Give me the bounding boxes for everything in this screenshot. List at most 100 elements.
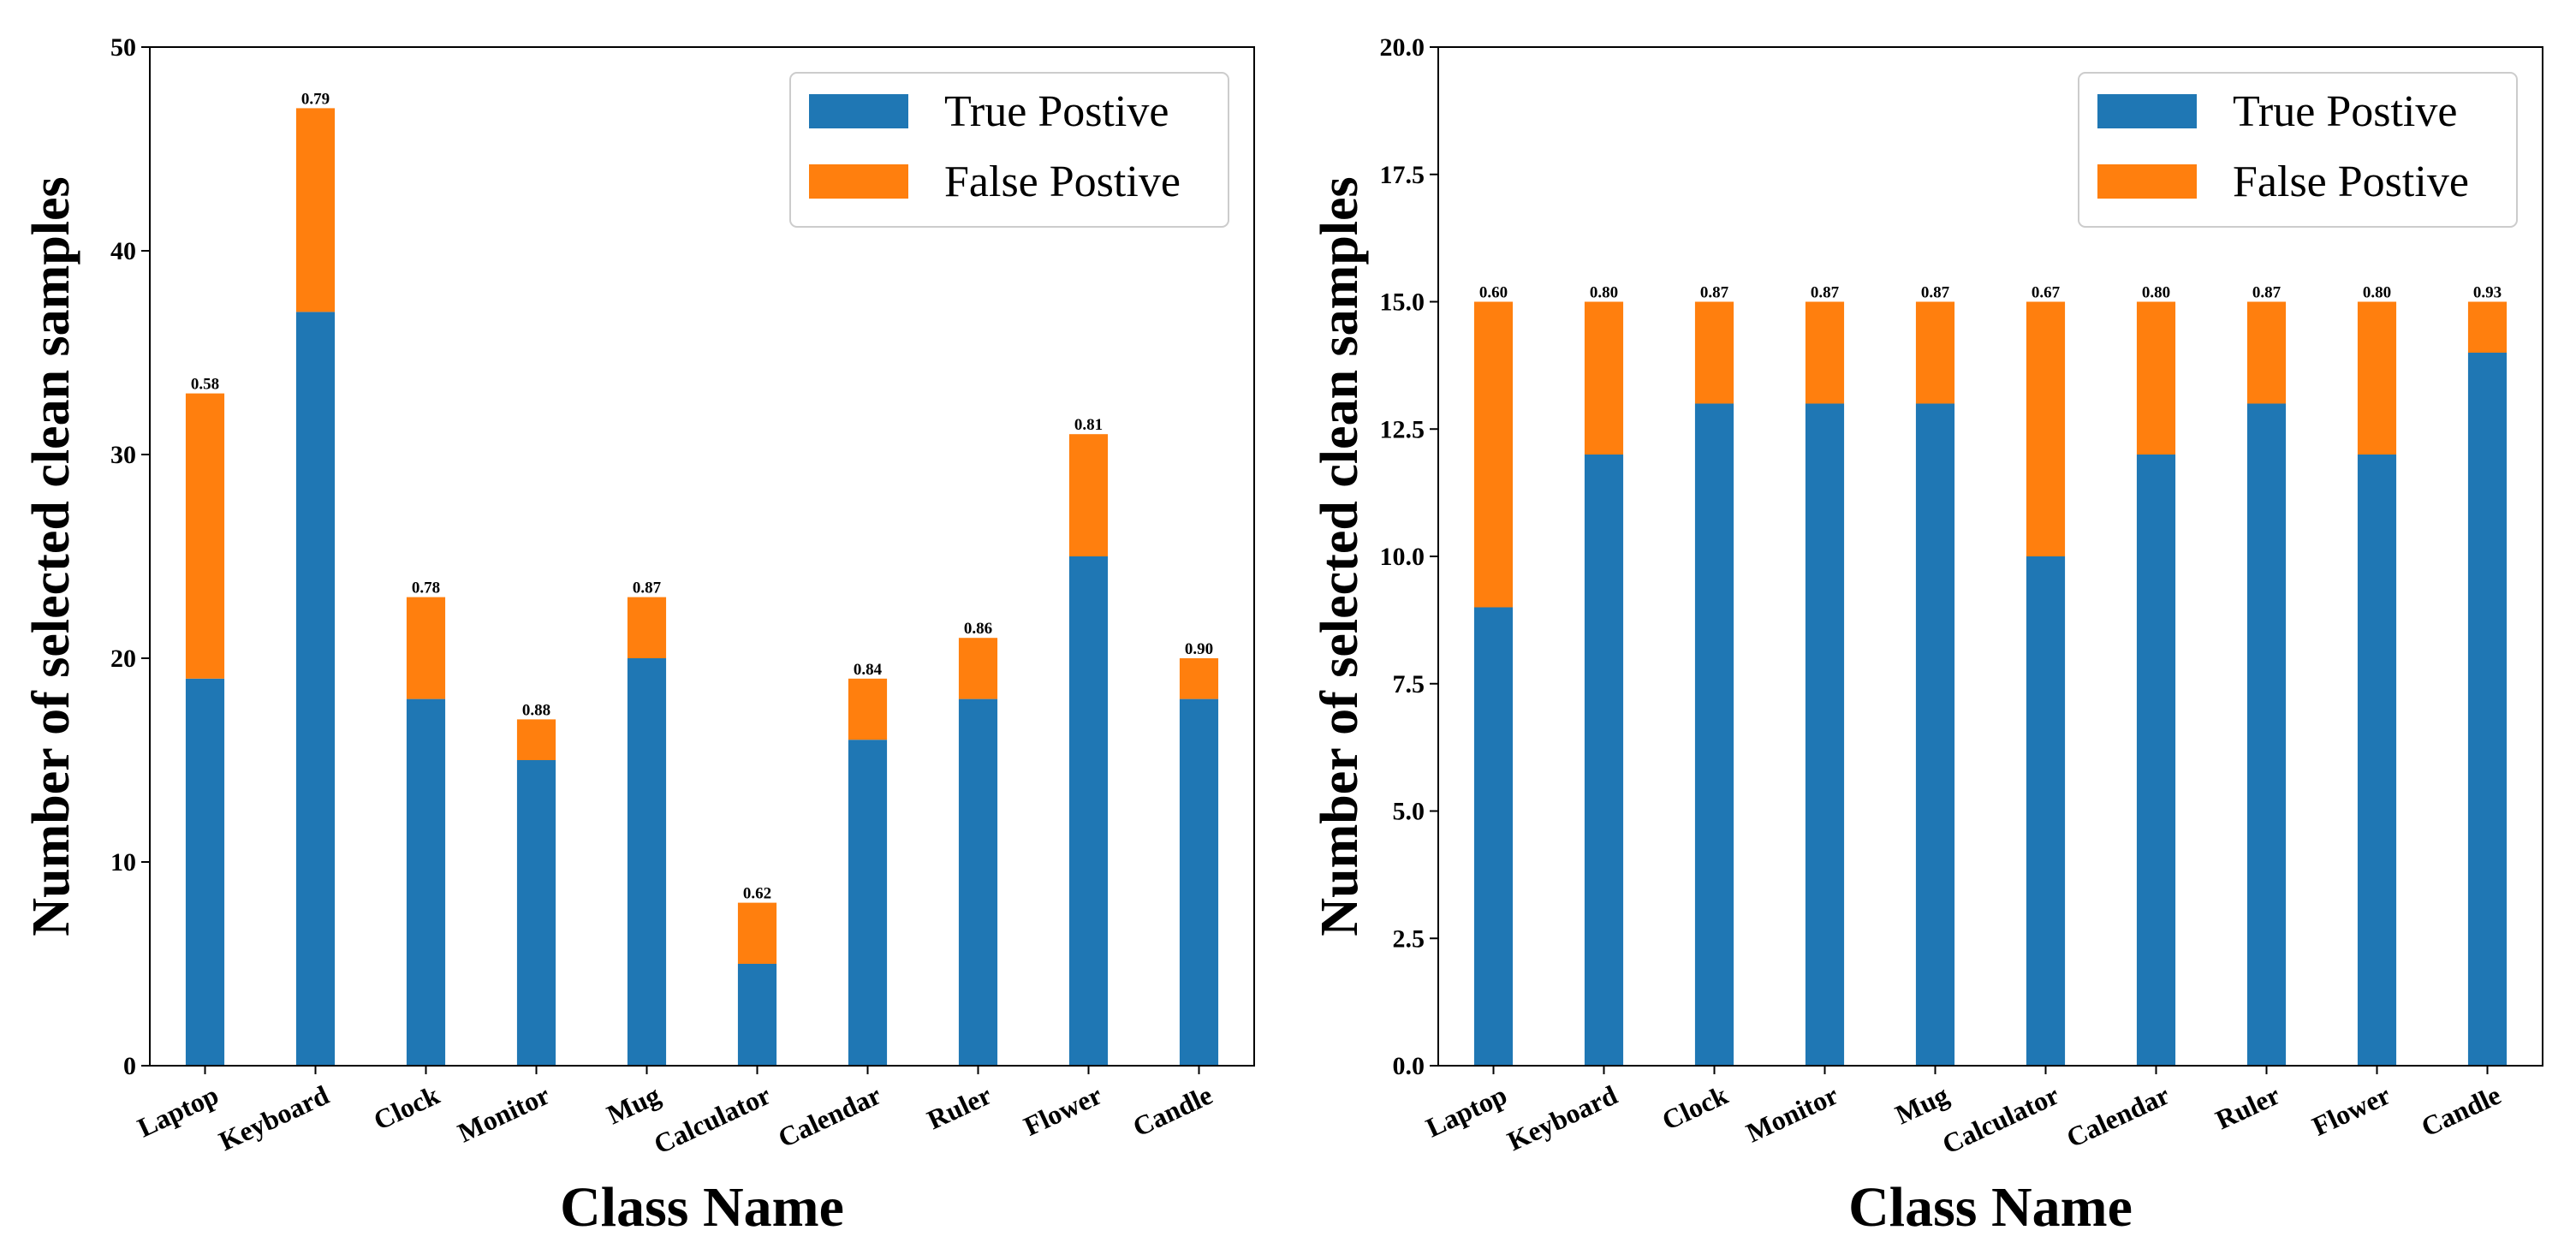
x-tick-label-calculator: Calculator: [1937, 1079, 2063, 1160]
bar-false-positive-flower: [1068, 434, 1109, 556]
y-tick-label: 5.0: [1393, 798, 1425, 826]
bar-value-label: 0.78: [412, 579, 440, 597]
bar-true-positive-keyboard: [1584, 455, 1624, 1066]
y-tick-label: 15.0: [1380, 288, 1425, 317]
x-tick-label-monitor: Monitor: [453, 1079, 554, 1149]
y-tick-label: 10: [110, 848, 136, 877]
bar-true-positive-flower: [2357, 455, 2397, 1066]
plot-frame: [149, 46, 1255, 1067]
bar-value-label: 0.93: [2473, 284, 2502, 302]
legend-label-false-positive: False Postive: [2233, 158, 2469, 206]
x-tick-label-ruler: Ruler: [2210, 1079, 2284, 1136]
bar-value-label: 0.87: [2252, 284, 2282, 302]
x-tick-label-mug: Mug: [1890, 1079, 1953, 1131]
y-tick-label: 12.5: [1380, 415, 1425, 443]
bar-value-label: 0.80: [2363, 284, 2391, 302]
legend-swatch-false-positive: [2097, 164, 2197, 199]
x-tick-label-laptop: Laptop: [133, 1079, 223, 1144]
bar-value-label: 0.67: [2032, 284, 2061, 302]
x-tick-label-monitor: Monitor: [1741, 1079, 1842, 1149]
bar-value-label: 0.60: [1479, 284, 1508, 302]
x-tick-label-calendar: Calendar: [2061, 1079, 2174, 1154]
legend-label-true-positive: True Postive: [2233, 87, 2457, 136]
y-tick-label: 7.5: [1393, 670, 1425, 698]
bar-true-positive-laptop: [1473, 607, 1514, 1066]
bar-value-label: 0.90: [1185, 640, 1213, 658]
x-tick-label-keyboard: Keyboard: [214, 1079, 333, 1157]
bar-true-positive-candle: [2467, 353, 2508, 1066]
bar-false-positive-laptop: [185, 393, 225, 679]
bar-value-label: 0.86: [964, 620, 992, 638]
bar-false-positive-ruler: [958, 638, 998, 699]
bar-true-positive-ruler: [2246, 403, 2287, 1066]
x-tick-label-flower: Flower: [2307, 1079, 2395, 1142]
bar-true-positive-mug: [1915, 403, 1955, 1066]
bar-true-positive-laptop: [185, 678, 225, 1066]
bar-false-positive-calendar: [848, 678, 888, 740]
bar-value-label: 0.87: [633, 579, 662, 597]
x-tick-label-keyboard: Keyboard: [1502, 1079, 1621, 1157]
bar-value-label: 0.87: [1811, 284, 1840, 302]
bar-true-positive-calculator: [737, 964, 777, 1066]
chart-right: 0.60 0.80 0.87 0.87 0.87 0.67 0.80 0.87 0.80 0.93…: [1311, 33, 2543, 1239]
bar-false-positive-calculator: [737, 902, 777, 964]
y-tick-label: 20.0: [1380, 33, 1425, 62]
bar-true-positive-candle: [1179, 698, 1219, 1066]
y-axis-title: Number of selected clean samples: [1311, 176, 1369, 936]
legend-swatch-true-positive: [809, 94, 908, 128]
bar-true-positive-ruler: [958, 698, 998, 1066]
x-tick-label-calculator: Calculator: [649, 1079, 775, 1160]
legend: True Postive False Postive: [2078, 72, 2518, 228]
bar-false-positive-laptop: [1473, 301, 1514, 608]
legend: True Postive False Postive: [789, 72, 1229, 228]
bar-true-positive-keyboard: [295, 312, 336, 1066]
legend-label-true-positive: True Postive: [944, 87, 1169, 136]
x-tick-label-clock: Clock: [1657, 1079, 1733, 1137]
bar-value-label: 0.58: [191, 376, 219, 394]
legend-swatch-false-positive: [809, 164, 908, 199]
y-tick-label: 0.0: [1393, 1052, 1425, 1080]
bar-true-positive-calculator: [2026, 556, 2066, 1066]
bar-false-positive-calendar: [2136, 301, 2176, 455]
x-tick-label-mug: Mug: [602, 1079, 664, 1131]
bar-false-positive-ruler: [2246, 301, 2287, 404]
y-tick-label: 17.5: [1380, 161, 1425, 189]
bar-value-label: 0.80: [1590, 284, 1618, 302]
bar-value-label: 0.88: [522, 701, 550, 719]
bar-value-label: 0.81: [1074, 416, 1103, 434]
bar-value-label: 0.84: [854, 661, 883, 679]
bar-true-positive-calendar: [848, 740, 888, 1066]
legend-label-false-positive: False Postive: [944, 158, 1181, 206]
bar-true-positive-mug: [627, 658, 667, 1066]
bar-false-positive-candle: [2467, 301, 2508, 353]
bar-true-positive-clock: [406, 698, 446, 1066]
bar-value-label: 0.87: [1700, 284, 1729, 302]
bar-true-positive-monitor: [516, 760, 556, 1066]
bar-true-positive-clock: [1694, 403, 1734, 1066]
y-tick-label: 0: [123, 1052, 136, 1080]
bar-false-positive-keyboard: [295, 108, 336, 312]
bar-false-positive-monitor: [1805, 301, 1845, 404]
bar-true-positive-monitor: [1805, 403, 1845, 1066]
bar-true-positive-calendar: [2136, 455, 2176, 1066]
y-tick-label: 40: [110, 237, 136, 265]
x-axis-title: Class Name: [1848, 1176, 2133, 1239]
x-axis-title: Class Name: [560, 1176, 844, 1239]
bar-false-positive-clock: [1694, 301, 1734, 404]
y-tick-label: 20: [110, 645, 136, 673]
x-tick-label-calendar: Calendar: [773, 1079, 885, 1154]
bar-false-positive-candle: [1179, 658, 1219, 699]
x-tick-label-ruler: Ruler: [922, 1079, 996, 1136]
bar-value-label: 0.80: [2142, 284, 2170, 302]
y-axis-title: Number of selected clean samples: [22, 176, 80, 936]
bar-true-positive-flower: [1068, 556, 1109, 1066]
bar-false-positive-monitor: [516, 719, 556, 760]
bar-false-positive-clock: [406, 597, 446, 699]
bar-false-positive-flower: [2357, 301, 2397, 455]
bar-value-label: 0.79: [301, 90, 330, 108]
bar-value-label: 0.62: [743, 885, 771, 903]
x-tick-label-candle: Candle: [1128, 1079, 1217, 1143]
bar-false-positive-keyboard: [1584, 301, 1624, 455]
y-tick-label: 2.5: [1393, 924, 1425, 953]
y-tick-label: 10.0: [1380, 543, 1425, 571]
